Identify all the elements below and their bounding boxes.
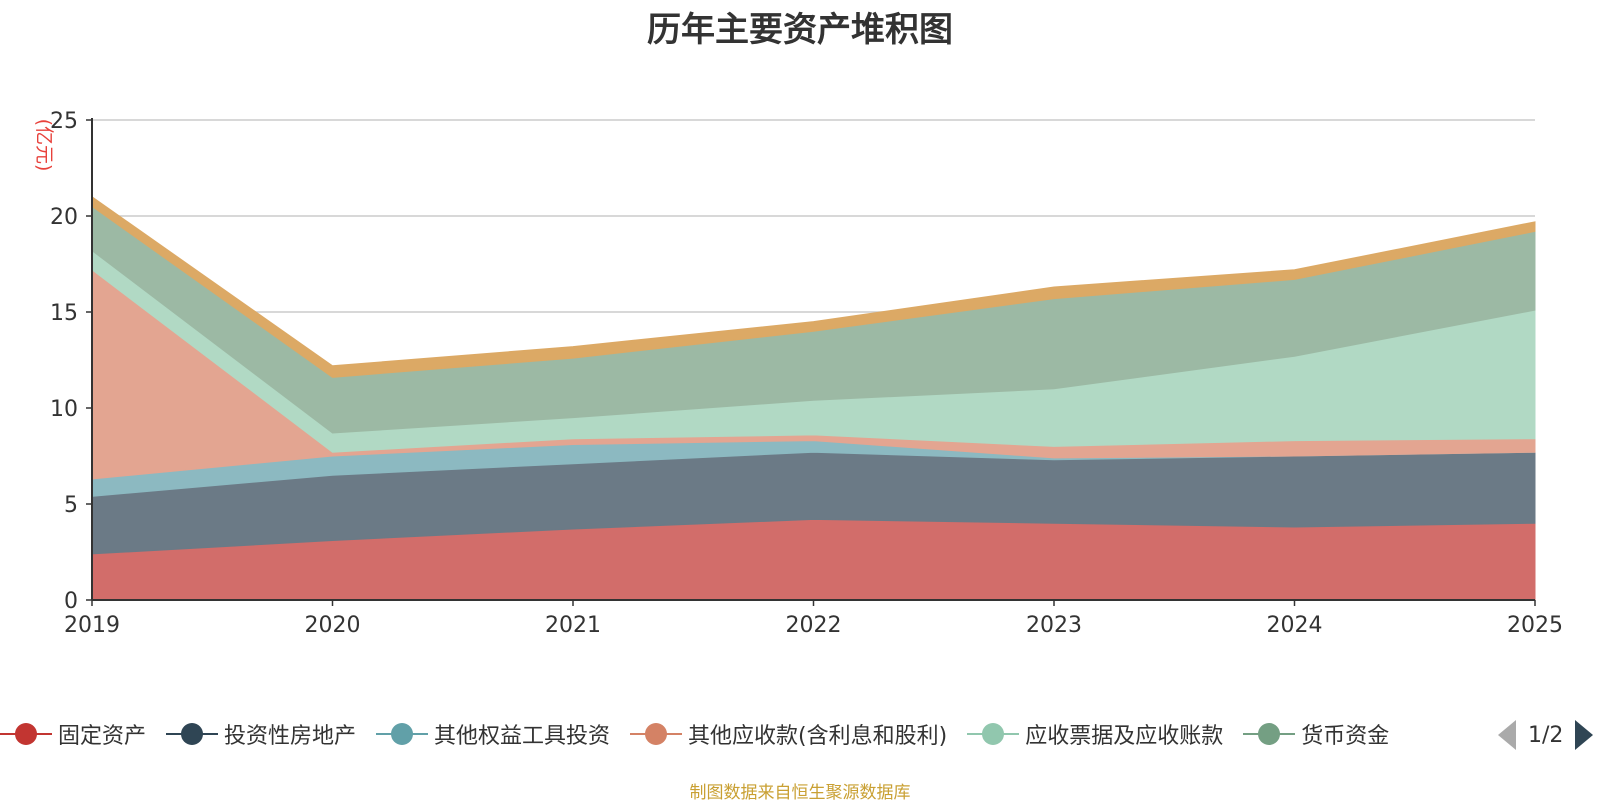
y-tick-label: 0: [64, 589, 78, 614]
legend-item[interactable]: 投资性房地产: [166, 718, 356, 750]
x-tick-label: 2023: [1026, 613, 1082, 638]
legend-page-indicator: 1/2: [1528, 722, 1564, 748]
area-series-6[interactable]: [91, 195, 1536, 378]
legend-item[interactable]: 其他应收款(含利息和股利): [630, 718, 947, 750]
y-axis-label: (亿元): [33, 119, 55, 172]
legend-marker-icon: [0, 722, 52, 746]
legend-item[interactable]: 货币资金: [1243, 718, 1389, 750]
y-tick-label: 20: [50, 205, 78, 230]
legend-label: 投资性房地产: [224, 724, 357, 749]
legend-item[interactable]: 固定资产: [0, 718, 146, 750]
legend-label: 货币资金: [1301, 724, 1390, 749]
legend-label: 其他应收款(含利息和股利): [688, 724, 948, 749]
legend-label: 其他权益工具投资: [434, 724, 611, 749]
legend-marker-icon: [630, 722, 683, 746]
y-tick-label: 10: [50, 397, 78, 422]
x-tick-label: 2020: [305, 613, 361, 638]
x-tick-label: 2022: [786, 613, 842, 638]
legend-marker-icon: [1243, 722, 1296, 746]
legend-marker-icon: [967, 722, 1020, 746]
data-source-note: 制图数据来自恒生聚源数据库: [689, 783, 911, 803]
legend: 固定资产 投资性房地产 其他权益工具投资 其他应收款(含利息和股利) 应收票据及应收账款…: [0, 715, 1478, 753]
legend-item[interactable]: 应收票据及应收账款: [967, 718, 1223, 750]
legend-label: 固定资产: [58, 724, 147, 749]
area-series: [91, 195, 1536, 601]
x-tick-label: 2021: [545, 613, 601, 638]
x-tick-label: 2025: [1507, 613, 1563, 638]
chart-title: 历年主要资产堆积图: [647, 10, 953, 50]
y-tick-label: 25: [50, 109, 78, 134]
x-tick-label: 2024: [1267, 613, 1323, 638]
legend-pager: 1/2: [1498, 718, 1594, 752]
legend-prev-page-icon[interactable]: [1498, 720, 1516, 750]
x-tick-label: 2019: [64, 613, 120, 638]
legend-marker-icon: [376, 722, 429, 746]
legend-marker-icon: [166, 722, 219, 746]
legend-item[interactable]: 其他权益工具投资: [376, 718, 610, 750]
legend-next-page-icon[interactable]: [1575, 720, 1594, 750]
y-tick-label: 5: [64, 493, 78, 518]
y-tick-label: 15: [50, 301, 78, 326]
legend-label: 应收票据及应收账款: [1025, 724, 1224, 749]
